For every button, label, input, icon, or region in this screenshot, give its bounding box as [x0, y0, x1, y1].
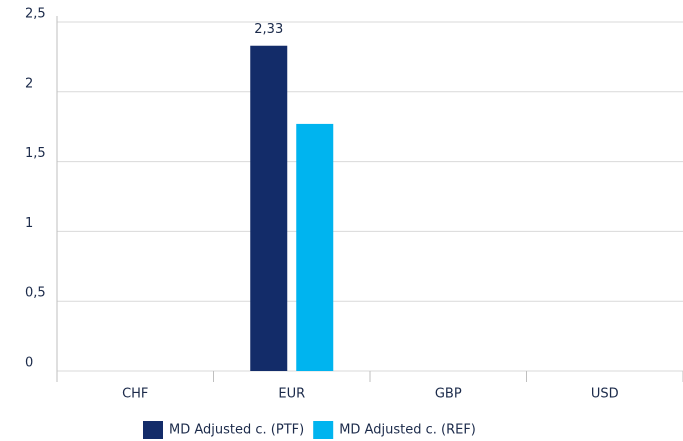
x-tick-label: CHF — [122, 387, 148, 402]
bar — [296, 123, 334, 372]
y-tick-label: 0,5 — [25, 286, 46, 301]
x-tick-label: USD — [591, 387, 619, 402]
legend-swatch — [313, 421, 334, 439]
y-tick-label: 1,5 — [25, 146, 46, 161]
legend-swatch — [143, 421, 163, 439]
x-tick-label: GBP — [435, 387, 462, 402]
x-tick-label: EUR — [278, 387, 305, 402]
bar — [250, 45, 288, 372]
y-tick-label: 2 — [25, 76, 33, 91]
y-tick-label: 2,5 — [25, 7, 46, 22]
legend-label: MD Adjusted c. (PTF) — [169, 423, 304, 438]
legend-label: MD Adjusted c. (REF) — [339, 423, 476, 438]
y-tick-label: 0 — [25, 356, 33, 371]
value-label: 2,33 — [254, 22, 283, 37]
y-tick-label: 1 — [25, 216, 33, 231]
